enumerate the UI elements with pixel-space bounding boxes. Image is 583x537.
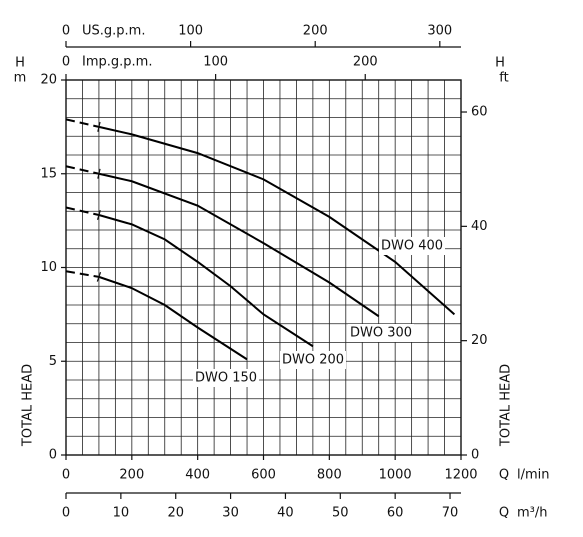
top-tick-label: 0 [62,55,70,70]
y2-label-top: H [495,56,505,71]
top-tick-label: 200 [353,55,378,70]
curve-label-box [193,369,259,387]
curve-label-box [280,351,346,369]
curve [98,172,380,318]
x2-unit: m³/h [517,506,548,521]
curve [98,275,248,361]
curve-extrapolated [65,118,100,128]
curve-marker [97,168,101,179]
x2-label: Q [499,506,509,521]
y2-tick-label: 40 [471,219,488,234]
curve-marker [96,210,101,220]
bottom2-tick-label: 10 [113,506,130,521]
top-tick-label: 200 [303,24,328,39]
curve-label-box [348,324,414,342]
curve-extrapolated [65,270,100,278]
curve [98,125,456,316]
curve-label: DWO 150 [195,371,257,386]
bottom2-tick-label: 20 [167,506,184,521]
y2-tick-label: 20 [471,333,488,348]
y-label-top: H [15,56,25,71]
x-unit: l/min [517,468,550,483]
curve-extrapolated [65,165,100,175]
y-tick-label: 0 [49,448,57,463]
bottom2-tick-label: 0 [62,506,70,521]
x-tick-label: 400 [185,468,210,483]
curve-label-box [379,237,445,255]
y-axis-title: TOTAL HEAD [21,364,36,447]
curve-label: DWO 300 [350,326,412,341]
x-tick-label: 0 [62,468,70,483]
curve-marker [96,271,102,282]
bottom2-tick-label: 50 [332,506,349,521]
top-tick-label: 300 [427,24,452,39]
y-tick-label: 10 [40,260,57,275]
curve-label: DWO 400 [381,239,443,254]
y2-unit: ft [499,71,508,86]
x-tick-label: 1000 [379,468,412,483]
y-tick-label: 20 [40,73,57,88]
y-tick-label: 15 [40,166,57,181]
y2-tick-label: 60 [471,105,488,120]
x-tick-label: 1200 [444,468,477,483]
x-tick-label: 600 [251,468,276,483]
top-axis-unit: Imp.g.p.m. [82,55,152,70]
curve-extrapolated [65,206,100,216]
top-axis-unit: US.g.p.m. [82,24,145,39]
top-tick-label: 100 [203,55,228,70]
bottom2-tick-label: 30 [222,506,239,521]
top-tick-label: 100 [178,24,203,39]
bottom2-tick-label: 60 [387,506,404,521]
top-tick-label: 0 [62,24,70,39]
y-tick-label: 5 [49,354,57,369]
curve-marker [97,121,101,132]
x-label: Q [499,468,509,483]
y-unit: m [14,71,27,86]
bottom2-tick-label: 70 [442,506,459,521]
x-tick-label: 800 [317,468,342,483]
bottom2-tick-label: 40 [277,506,294,521]
y2-axis-title: TOTAL HEAD [499,364,514,447]
curve-label: DWO 200 [282,353,344,368]
y2-tick-label: 0 [471,448,479,463]
x-tick-label: 200 [119,468,144,483]
curve [98,214,314,348]
